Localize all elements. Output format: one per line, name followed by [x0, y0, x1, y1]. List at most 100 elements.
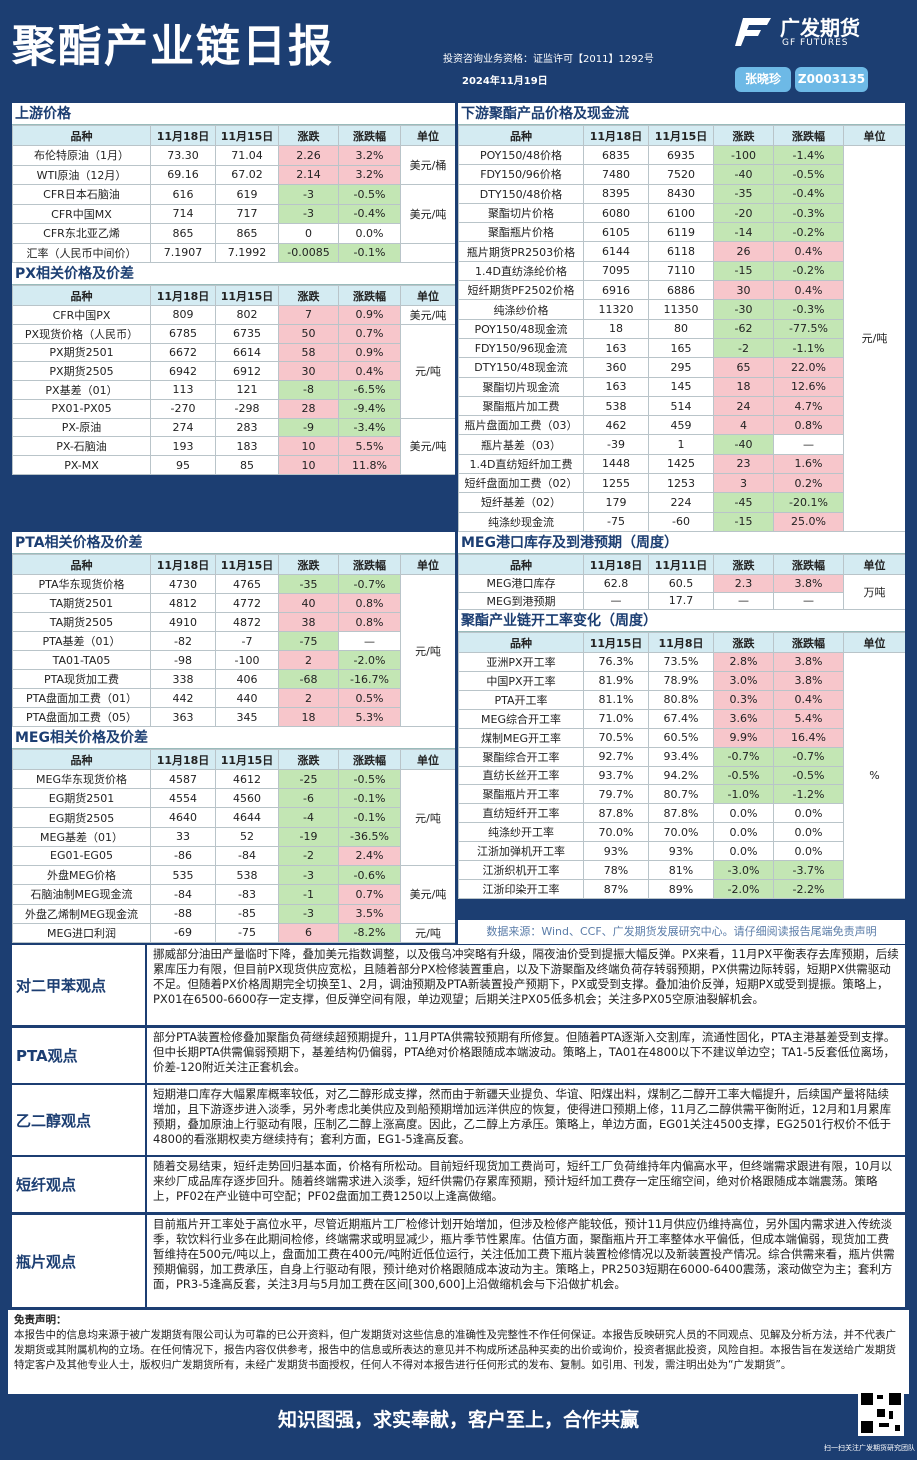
item-name: 1.4D直纺短纤加工费 [458, 453, 584, 475]
item-name: TA期货2505 [12, 612, 151, 632]
cell-value: 6935 [648, 144, 714, 166]
cell-value: 4872 [215, 612, 279, 632]
cell-value: — [773, 591, 844, 610]
logo-en: GF FUTURES [782, 38, 849, 48]
cell-value: 360 [583, 357, 649, 378]
unit: 美元/桶 [400, 145, 455, 185]
cell-value: -8.2% [338, 922, 401, 943]
item-name: PTA华东现货价格 [12, 574, 151, 594]
cell-value: 70.0% [648, 822, 714, 843]
cell-value: 274 [150, 417, 216, 438]
cell-value: 87.8% [648, 803, 714, 824]
table-section: PTA相关价格及价差 品种 11月18日 11月15日 涨跌 涨跌幅 单位 PTA华东现货价格… [12, 532, 455, 727]
cell-value: 2.26 [278, 145, 339, 166]
data-row: TA期货2505 4910 4872 38 0.8% [12, 612, 456, 632]
cell-value: -35 [713, 183, 774, 204]
header-row: 品种 11月15日 11月8日 涨跌 涨跌幅 单位 [458, 632, 905, 653]
item-name: 纯涤纱开工率 [458, 822, 584, 843]
cell-value: 4730 [150, 574, 216, 594]
cell-value: 0.8% [773, 415, 844, 436]
column-header: 涨跌 [713, 125, 774, 146]
cell-value: 60.5% [648, 727, 714, 748]
header-row: 品种 11月18日 11月15日 涨跌 涨跌幅 单位 [12, 749, 455, 770]
unit: 美元/吨 [400, 305, 455, 325]
cell-value: 71.0% [583, 708, 649, 729]
table-section: PX相关价格及价差 品种 11月18日 11月15日 涨跌 涨跌幅 单位 CFR中国PX 809… [12, 263, 455, 475]
data-row: 短纤期货PF2502价格 6916 6886 30 0.4% [458, 280, 906, 301]
view-block: 对二甲苯观点 挪威部分油田产量临时下降，叠加美元指数调整，以及俄乌冲突略有升级，隔… [12, 945, 905, 1025]
cell-value: 224 [648, 492, 714, 513]
cell-value: -298 [215, 398, 279, 419]
view-text: 部分PTA装置检修叠加聚酯负荷继续超预期提升，11月PTA供需较预期有所修复。但… [153, 1030, 896, 1074]
unit: 美元/吨 [400, 184, 455, 244]
column-header: 品种 [12, 125, 151, 146]
cell-value: 6614 [215, 342, 279, 363]
data-row: 聚酯瓶片开工率 79.7% 80.7% -1.0% -1.2% [458, 784, 906, 805]
column-header: 品种 [458, 554, 584, 575]
cell-value: 538 [583, 395, 649, 417]
cell-value: -86 [150, 845, 216, 867]
cell-value: 11350 [648, 299, 714, 320]
cell-value: 23 [713, 453, 774, 475]
data-row: PX现货价格（人民币） 6785 6735 50 0.7% 元/吨 [12, 323, 455, 419]
cell-value: 3.2% [338, 164, 401, 185]
cell-value: 9.9% [713, 727, 774, 748]
data-row: 江浙织机开工率 78% 81% -3.0% -3.7% [458, 860, 906, 881]
cell-value: 0.0% [773, 803, 844, 824]
table-section: MEG港口库存及到港预期（周度） 品种 11月18日 11月11日 涨跌 涨跌幅 单位 MEG… [458, 532, 905, 610]
cell-value: 3 [713, 473, 774, 494]
item-name: 聚酯瓶片加工费 [458, 395, 584, 417]
cell-value: 3.8% [773, 574, 844, 593]
cell-value: 62.8 [583, 574, 649, 593]
cell-value: 4640 [150, 807, 216, 828]
data-row: EG01-EG05 -86 -84 -2 2.4% [12, 845, 456, 867]
cell-value: 78.9% [648, 670, 714, 691]
cell-value: 65 [713, 357, 774, 378]
cell-value: 442 [150, 688, 216, 708]
cell-value: -98 [150, 650, 216, 670]
cell-value: 3.2% [338, 145, 401, 166]
item-name: MEG基差（01） [12, 826, 151, 847]
column-header: 11月18日 [150, 285, 216, 306]
view-block: 短纤观点 随着交易结束，短纤走势回归基本面，价格有所松动。目前短纤现货加工费尚可，… [12, 1157, 905, 1212]
cell-value: -0.5% [773, 765, 844, 786]
cell-value: 193 [150, 436, 216, 457]
view-text: 短期港口库存大幅累库概率较低，对乙二醇形成支撑，然而由于新疆天业提负、华谊、阳煤… [153, 1087, 892, 1146]
item-name: 江浙印染开工率 [458, 879, 584, 899]
cell-value: 865 [215, 223, 279, 244]
data-row: PX期货2505 6942 6912 30 0.4% [12, 361, 456, 382]
cell-value: 6886 [648, 280, 714, 301]
cell-value: 2 [278, 688, 339, 708]
cell-value: 4.7% [773, 395, 844, 417]
item-name: POY150/48价格 [458, 144, 584, 166]
data-row: TA期货2501 4812 4772 40 0.8% [12, 593, 456, 613]
cell-value: -84 [150, 884, 216, 905]
cell-value: 0.7% [338, 884, 401, 905]
cell-value: -1.0% [713, 784, 774, 805]
cell-value: -36.5% [338, 826, 401, 847]
cell-value: -3.0% [713, 860, 774, 881]
data-table: 品种 11月18日 11月11日 涨跌 涨跌幅 单位 MEG港口库存 62.8 60.5 2.3 3… [458, 554, 905, 610]
item-name: MEG到港预期 [458, 591, 584, 610]
column-header: 涨跌 [278, 125, 339, 146]
cell-value: -30 [713, 299, 774, 320]
data-row: 聚酯瓶片价格 6105 6119 -14 -0.2% [458, 222, 906, 243]
item-name: 瓶片期货PR2503价格 [458, 241, 584, 262]
cell-value: 2.14 [278, 164, 339, 185]
cell-value: -88 [150, 903, 216, 924]
cell-value: 12.6% [773, 376, 844, 397]
data-row: 聚酯瓶片加工费 538 514 24 4.7% [458, 395, 906, 417]
cell-value: 38 [278, 612, 339, 632]
item-name: 瓶片盘面加工费（03） [458, 415, 584, 436]
item-name: 短纤基差（02） [458, 492, 584, 513]
cell-value: -16.7% [338, 669, 401, 689]
cell-value: 165 [648, 337, 714, 359]
cell-value: -9.4% [338, 398, 401, 419]
item-name: 纯涤纱现金流 [458, 511, 584, 532]
cell-value: 2.4% [338, 845, 401, 867]
data-row: 外盘乙烯制MEG现金流 -88 -85 -3 3.5% [12, 903, 456, 924]
data-row: FDY150/96价格 7480 7520 -40 -0.5% [458, 164, 906, 185]
cell-value: 163 [583, 337, 649, 359]
column-header: 品种 [458, 632, 584, 653]
cell-value: -0.3% [773, 202, 844, 224]
